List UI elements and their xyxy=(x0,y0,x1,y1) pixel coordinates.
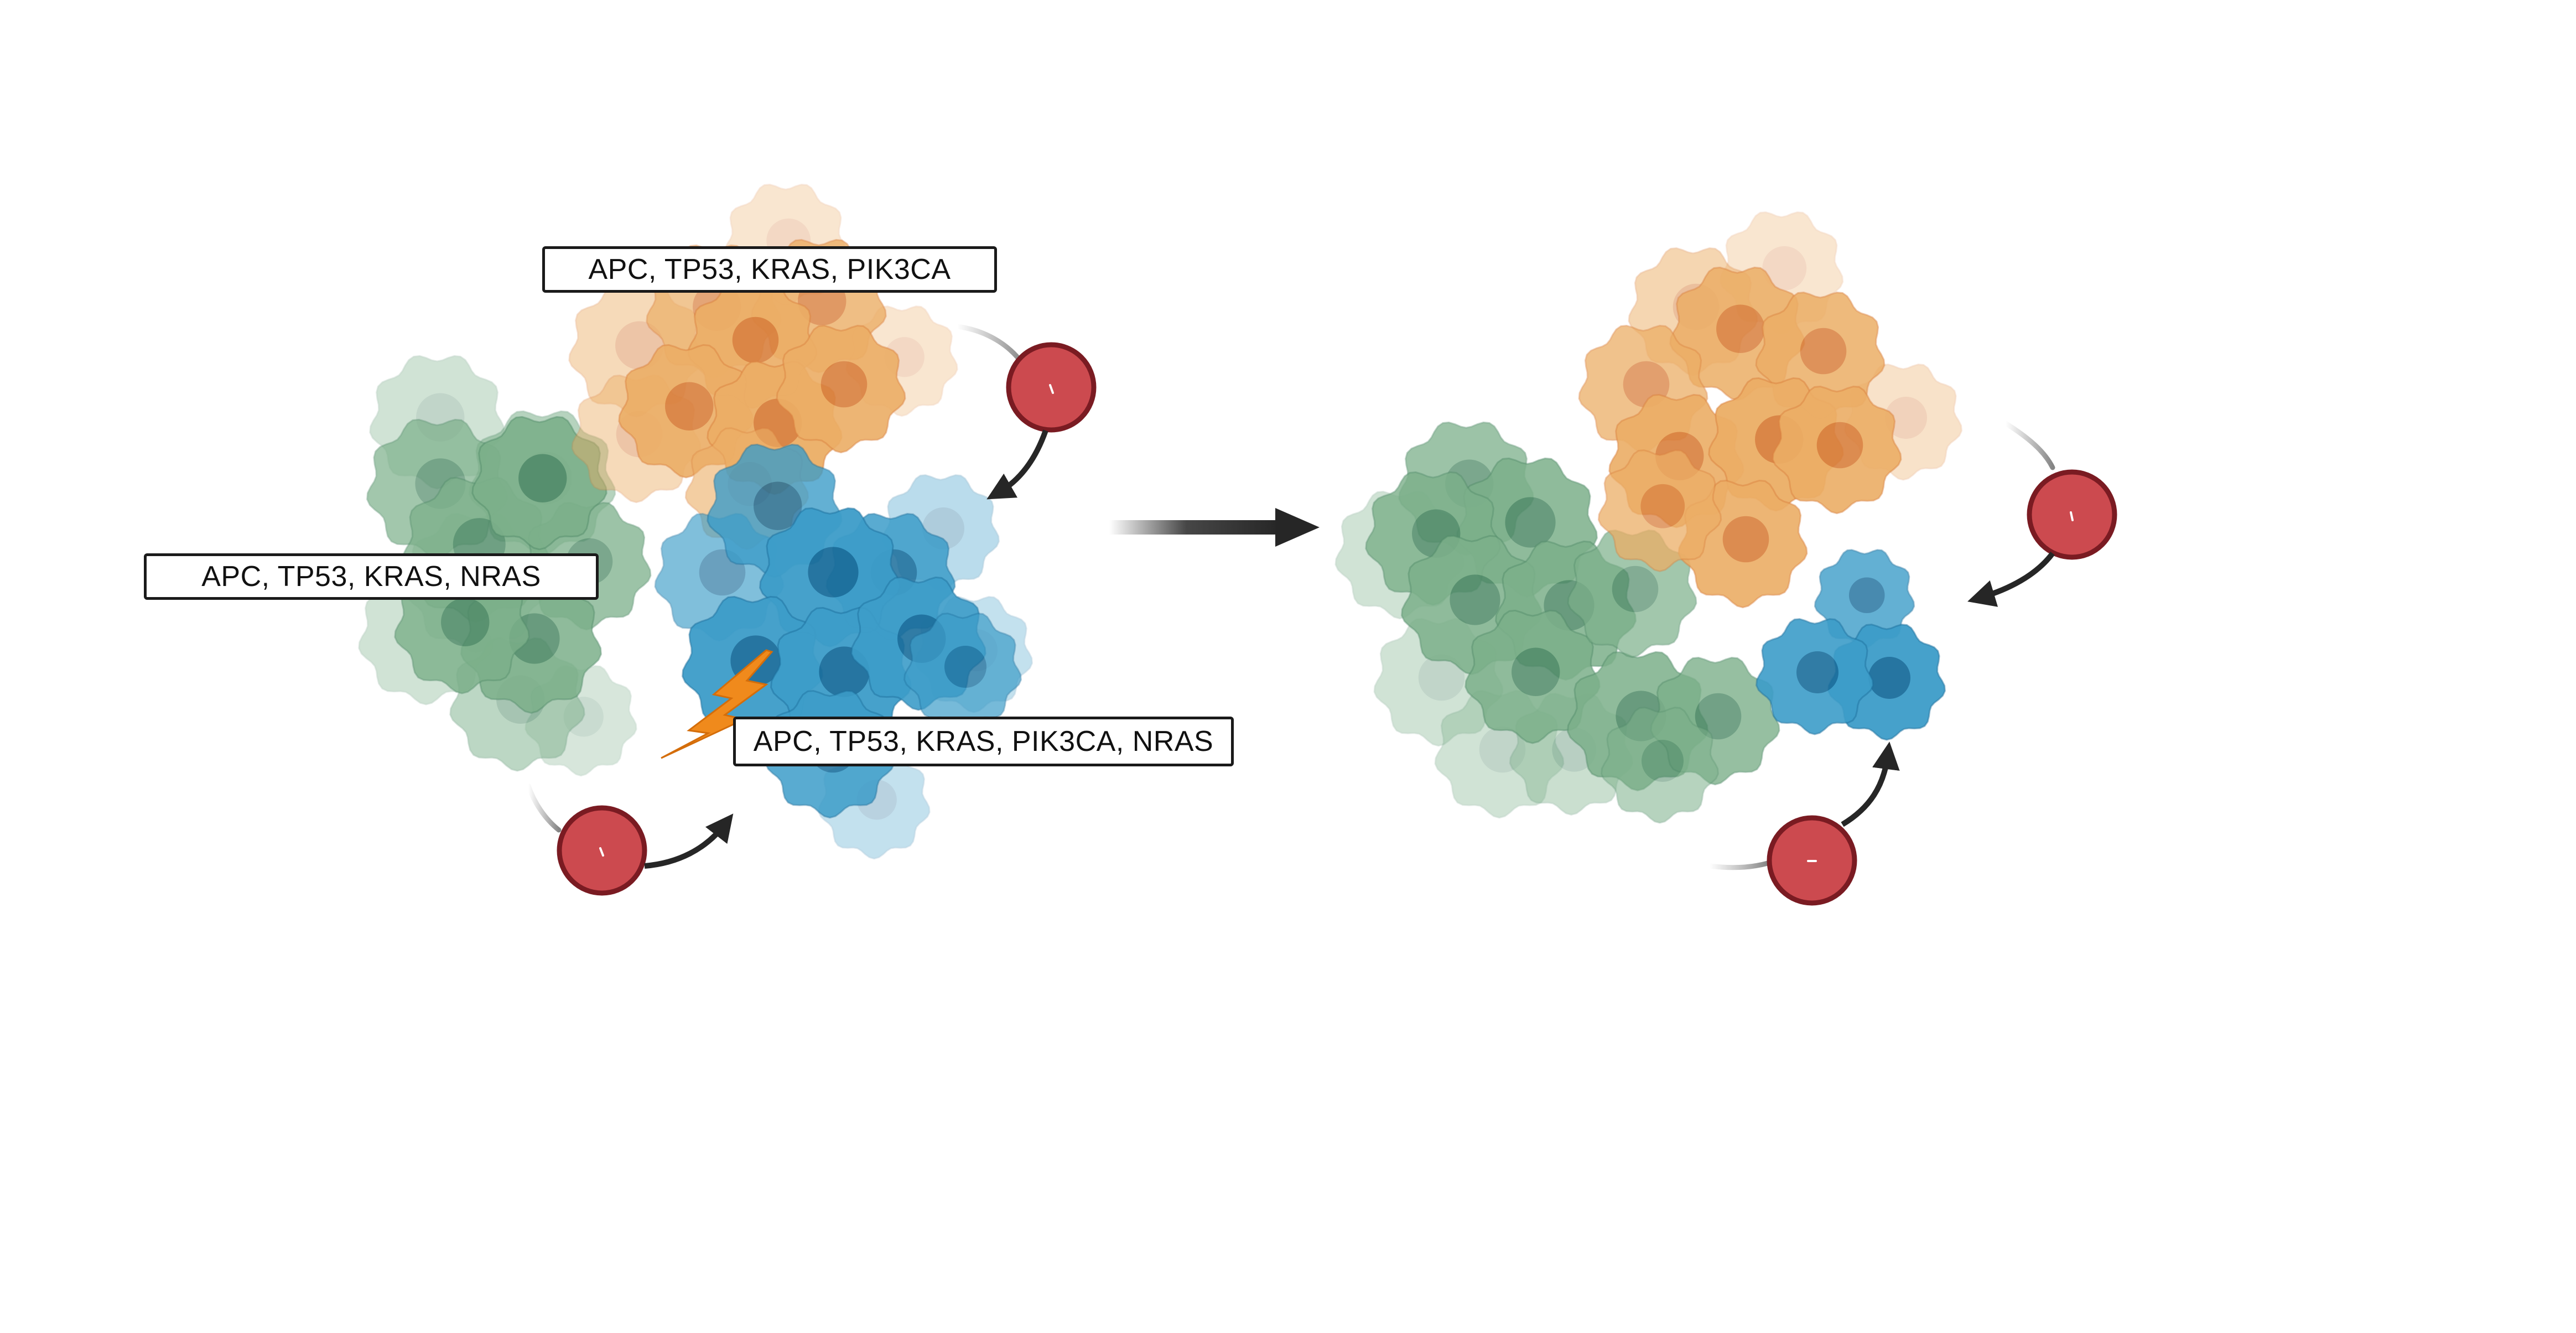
green-tumor-cell xyxy=(1464,609,1601,744)
immune-cell-top-left xyxy=(954,324,1097,500)
blue-tumor-cell xyxy=(903,613,1022,730)
green-tumor-cell xyxy=(1601,707,1719,824)
label-left-clone: APC, TP53, KRAS, NRAS xyxy=(144,553,599,600)
tumor-right-after xyxy=(1334,211,1962,824)
orange-tumor-cell xyxy=(776,324,906,454)
label-mutated-clone: APC, TP53, KRAS, PIK3CA, NRAS xyxy=(733,717,1234,766)
immune-cell-bottom-right xyxy=(1707,741,1900,906)
label-top-clone: APC, TP53, KRAS, PIK3CA xyxy=(542,246,997,293)
immune-cell-bottom-left xyxy=(526,783,734,896)
transition-arrow-icon xyxy=(1109,508,1320,547)
orange-tumor-cell xyxy=(1772,385,1902,515)
orange-tumor-cell xyxy=(1597,449,1722,572)
immune-cell-top-right xyxy=(1967,421,2117,607)
blue-tumor-cell xyxy=(1756,618,1874,735)
green-tumor-cell xyxy=(471,416,607,551)
lightning-bolt-icon xyxy=(661,649,773,759)
